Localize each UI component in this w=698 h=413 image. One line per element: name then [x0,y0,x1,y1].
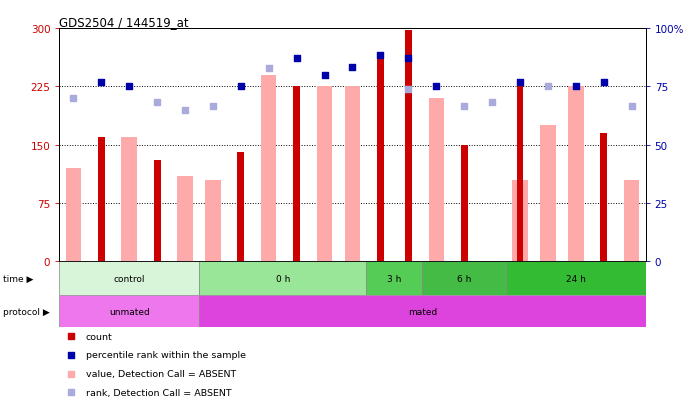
Text: control: control [113,274,145,283]
Bar [199,296,646,327]
Bar [600,134,607,262]
Point [459,103,470,110]
Bar [59,296,199,327]
Bar [461,145,468,262]
Bar [66,169,81,262]
Point [347,64,358,71]
Point [542,84,554,90]
Text: unmated: unmated [109,307,149,316]
Point [291,55,302,62]
Bar [422,262,506,296]
Point [487,99,498,106]
Bar [317,87,332,262]
Text: percentile rank within the sample: percentile rank within the sample [86,351,246,360]
Point [96,80,107,87]
Bar [154,161,161,262]
Point [151,99,163,106]
Bar [261,76,276,262]
Bar [506,262,646,296]
Point [454,250,465,256]
Point [403,86,414,93]
Bar [121,138,137,262]
Bar [199,262,366,296]
Text: 24 h: 24 h [566,274,586,283]
Bar [59,262,199,296]
Bar [512,180,528,262]
Point [263,66,274,73]
Point [179,107,191,114]
Text: value, Detection Call = ABSENT: value, Detection Call = ABSENT [86,369,236,378]
Point [68,95,79,102]
Point [319,72,330,79]
Bar [540,126,556,262]
Point [403,55,414,62]
Bar [405,31,412,262]
Bar [345,87,360,262]
Point [454,81,465,87]
Text: 0 h: 0 h [276,274,290,283]
Point [235,84,246,90]
Point [375,53,386,59]
Text: mated: mated [408,307,437,316]
Point [514,80,526,87]
Bar [98,138,105,262]
Bar [237,153,244,262]
Text: 3 h: 3 h [387,274,401,283]
Text: rank, Detection Call = ABSENT: rank, Detection Call = ABSENT [86,388,231,397]
Text: 6 h: 6 h [457,274,471,283]
Point [207,103,218,110]
Bar [624,180,639,262]
Text: time ▶: time ▶ [3,274,34,283]
Bar [205,180,221,262]
Point [431,84,442,90]
Text: GDS2504 / 144519_at: GDS2504 / 144519_at [59,16,189,29]
Bar [177,176,193,262]
Point [124,84,135,90]
Bar [366,262,422,296]
Text: count: count [86,332,112,341]
Bar [568,87,584,262]
Bar [517,87,524,262]
Bar [429,99,444,262]
Point [570,84,581,90]
Bar [293,87,300,262]
Point [598,80,609,87]
Point [626,103,637,110]
Text: protocol ▶: protocol ▶ [3,307,50,316]
Bar [377,56,384,262]
